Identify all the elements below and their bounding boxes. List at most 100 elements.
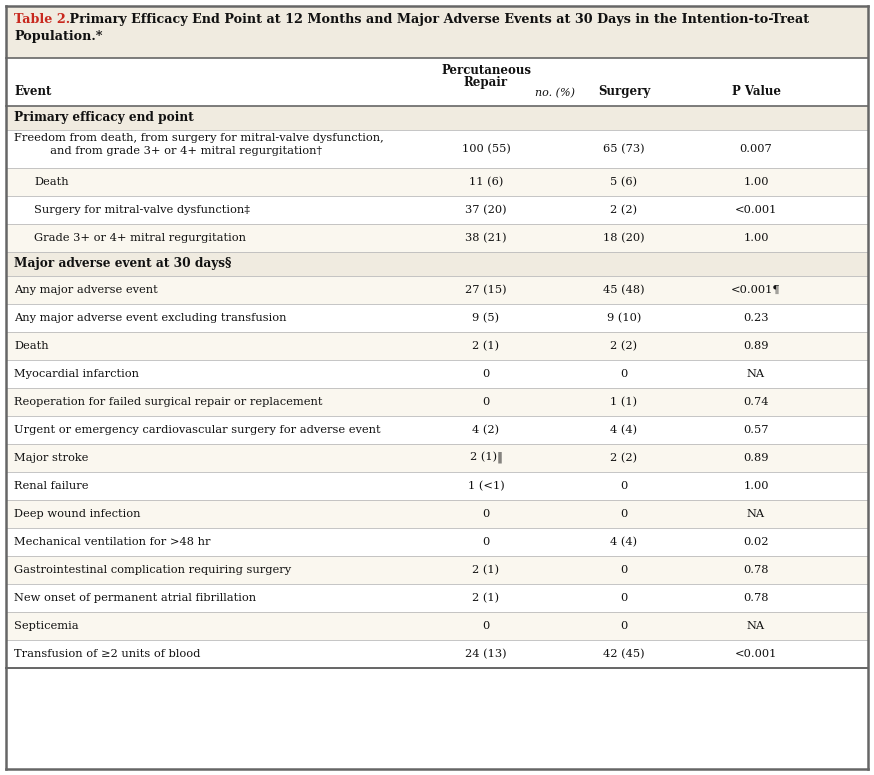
Bar bbox=[6, 640, 868, 668]
Text: no. (%): no. (%) bbox=[535, 88, 575, 98]
Text: 2 (1): 2 (1) bbox=[473, 341, 500, 351]
Text: NA: NA bbox=[747, 621, 765, 631]
Text: Deep wound infection: Deep wound infection bbox=[14, 509, 141, 519]
Text: Table 2.: Table 2. bbox=[14, 13, 70, 26]
Text: 2 (1): 2 (1) bbox=[473, 565, 500, 575]
Text: 0: 0 bbox=[621, 593, 628, 603]
Text: 0.78: 0.78 bbox=[743, 593, 769, 603]
Text: Major adverse event at 30 days§: Major adverse event at 30 days§ bbox=[14, 257, 232, 270]
Text: Any major adverse event excluding transfusion: Any major adverse event excluding transf… bbox=[14, 313, 287, 323]
Text: Population.*: Population.* bbox=[14, 30, 102, 43]
Text: 0: 0 bbox=[621, 565, 628, 575]
Text: Freedom from death, from surgery for mitral-valve dysfunction,: Freedom from death, from surgery for mit… bbox=[14, 133, 384, 143]
Text: 1.00: 1.00 bbox=[743, 481, 769, 491]
Text: 5 (6): 5 (6) bbox=[610, 177, 637, 187]
Text: Myocardial infarction: Myocardial infarction bbox=[14, 369, 139, 379]
Text: 1 (<1): 1 (<1) bbox=[468, 480, 504, 491]
Text: 9 (5): 9 (5) bbox=[473, 313, 500, 323]
Text: 0: 0 bbox=[482, 397, 489, 407]
Text: 0: 0 bbox=[482, 621, 489, 631]
Text: Any major adverse event: Any major adverse event bbox=[14, 285, 157, 295]
Text: Surgery for mitral-valve dysfunction‡: Surgery for mitral-valve dysfunction‡ bbox=[34, 205, 250, 215]
Text: Surgery: Surgery bbox=[598, 85, 650, 98]
Text: Urgent or emergency cardiovascular surgery for adverse event: Urgent or emergency cardiovascular surge… bbox=[14, 425, 380, 435]
Bar bbox=[6, 252, 868, 276]
Text: 0.78: 0.78 bbox=[743, 565, 769, 575]
Text: Major stroke: Major stroke bbox=[14, 453, 88, 463]
Text: 1 (1): 1 (1) bbox=[610, 397, 637, 407]
Text: Reoperation for failed surgical repair or replacement: Reoperation for failed surgical repair o… bbox=[14, 397, 323, 407]
Text: 0.23: 0.23 bbox=[743, 313, 769, 323]
Text: Primary Efficacy End Point at 12 Months and Major Adverse Events at 30 Days in t: Primary Efficacy End Point at 12 Months … bbox=[65, 13, 809, 26]
Text: Gastrointestinal complication requiring surgery: Gastrointestinal complication requiring … bbox=[14, 565, 291, 575]
Text: 4 (2): 4 (2) bbox=[473, 425, 500, 435]
Text: NA: NA bbox=[747, 369, 765, 379]
Text: 18 (20): 18 (20) bbox=[603, 232, 645, 243]
Text: 2 (1): 2 (1) bbox=[473, 593, 500, 603]
Text: Mechanical ventilation for >48 hr: Mechanical ventilation for >48 hr bbox=[14, 537, 211, 547]
Text: 0: 0 bbox=[621, 621, 628, 631]
Text: 24 (13): 24 (13) bbox=[465, 649, 507, 660]
Text: Transfusion of ≥2 units of blood: Transfusion of ≥2 units of blood bbox=[14, 649, 200, 659]
Text: Percutaneous: Percutaneous bbox=[441, 64, 531, 77]
Text: 1.00: 1.00 bbox=[743, 233, 769, 243]
Text: Grade 3+ or 4+ mitral regurgitation: Grade 3+ or 4+ mitral regurgitation bbox=[34, 233, 246, 243]
Bar bbox=[6, 584, 868, 612]
Text: P Value: P Value bbox=[732, 85, 780, 98]
Text: 0.02: 0.02 bbox=[743, 537, 769, 547]
Text: 37 (20): 37 (20) bbox=[465, 205, 507, 215]
Text: 0: 0 bbox=[482, 369, 489, 379]
Bar bbox=[6, 360, 868, 388]
Text: Primary efficacy end point: Primary efficacy end point bbox=[14, 112, 194, 125]
Text: 0: 0 bbox=[621, 369, 628, 379]
Text: NA: NA bbox=[747, 509, 765, 519]
Text: 65 (73): 65 (73) bbox=[603, 144, 645, 154]
Text: Death: Death bbox=[14, 341, 49, 351]
Bar bbox=[6, 106, 868, 130]
Text: 2 (1)‖: 2 (1)‖ bbox=[469, 452, 503, 464]
Bar bbox=[6, 332, 868, 360]
Text: 0.007: 0.007 bbox=[739, 144, 773, 154]
Text: Event: Event bbox=[14, 85, 52, 98]
Text: 2 (2): 2 (2) bbox=[610, 341, 637, 351]
Text: Death: Death bbox=[34, 177, 69, 187]
Text: 42 (45): 42 (45) bbox=[603, 649, 645, 660]
Bar bbox=[6, 130, 868, 168]
Text: 2 (2): 2 (2) bbox=[610, 453, 637, 463]
Text: <0.001¶: <0.001¶ bbox=[732, 285, 780, 295]
Text: 100 (55): 100 (55) bbox=[461, 144, 510, 154]
Bar bbox=[6, 58, 868, 106]
Bar bbox=[6, 304, 868, 332]
Bar bbox=[6, 196, 868, 224]
Text: <0.001: <0.001 bbox=[735, 205, 777, 215]
Bar bbox=[6, 556, 868, 584]
Text: Repair: Repair bbox=[464, 76, 508, 89]
Text: 0.57: 0.57 bbox=[743, 425, 769, 435]
Text: 45 (48): 45 (48) bbox=[603, 285, 645, 295]
Text: 0: 0 bbox=[621, 509, 628, 519]
Bar bbox=[6, 528, 868, 556]
Text: 0.74: 0.74 bbox=[743, 397, 769, 407]
Text: 4 (4): 4 (4) bbox=[610, 425, 637, 435]
Text: 2 (2): 2 (2) bbox=[610, 205, 637, 215]
Bar bbox=[6, 388, 868, 416]
Text: 38 (21): 38 (21) bbox=[465, 232, 507, 243]
Bar bbox=[6, 472, 868, 500]
Text: 0.89: 0.89 bbox=[743, 453, 769, 463]
Text: Septicemia: Septicemia bbox=[14, 621, 79, 631]
Text: 11 (6): 11 (6) bbox=[468, 177, 503, 187]
Text: 1.00: 1.00 bbox=[743, 177, 769, 187]
Bar bbox=[6, 6, 868, 58]
Bar bbox=[6, 612, 868, 640]
Text: Renal failure: Renal failure bbox=[14, 481, 88, 491]
Text: 0: 0 bbox=[621, 481, 628, 491]
Bar bbox=[6, 168, 868, 196]
Text: New onset of permanent atrial fibrillation: New onset of permanent atrial fibrillati… bbox=[14, 593, 256, 603]
Bar bbox=[6, 444, 868, 472]
Text: 4 (4): 4 (4) bbox=[610, 537, 637, 547]
Text: 27 (15): 27 (15) bbox=[465, 285, 507, 295]
Text: 9 (10): 9 (10) bbox=[607, 313, 642, 323]
Bar bbox=[6, 276, 868, 304]
Bar bbox=[6, 224, 868, 252]
Bar bbox=[6, 416, 868, 444]
